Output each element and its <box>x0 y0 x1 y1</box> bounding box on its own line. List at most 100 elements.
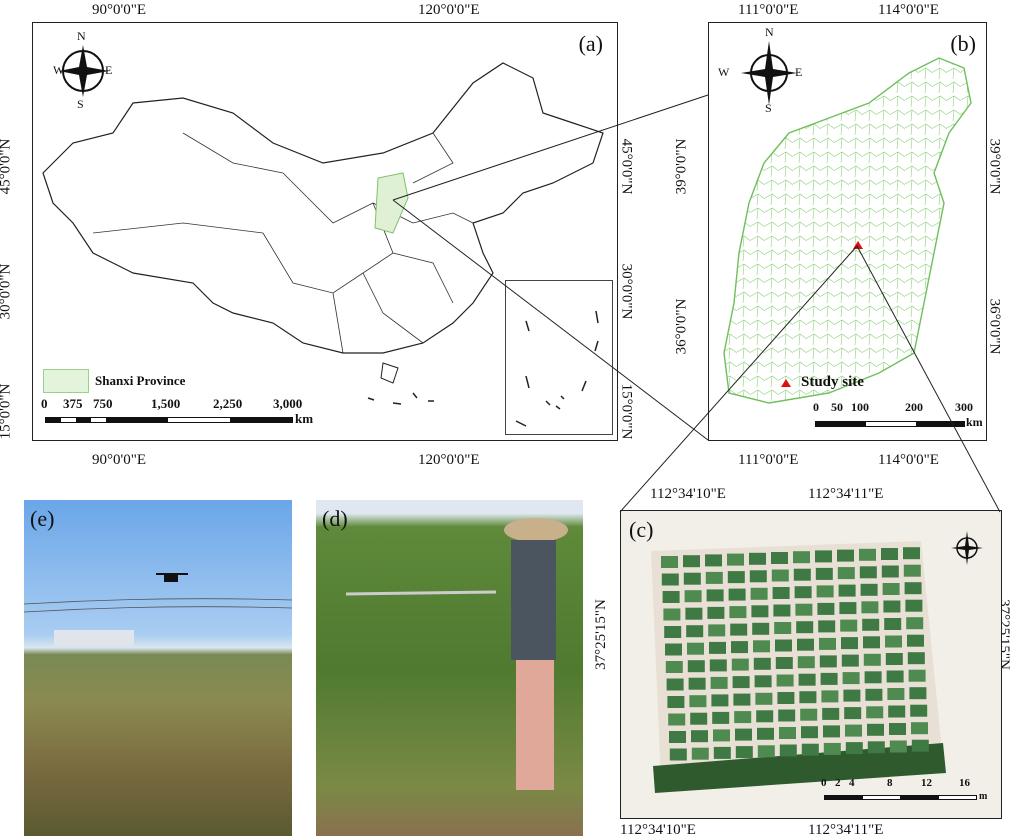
lon-label: 112°34'10"E <box>650 486 726 502</box>
crop-plot <box>801 726 818 739</box>
compass-w: W <box>53 63 65 77</box>
crop-plot <box>863 653 881 666</box>
crop-plot <box>907 634 924 647</box>
crop-plot <box>668 713 686 726</box>
crop-plot <box>845 742 863 755</box>
lat-label: 30°0'0"N <box>618 263 635 320</box>
crop-plot <box>690 712 708 725</box>
scale-tick: 2 <box>835 777 841 789</box>
crop-plot <box>911 739 929 752</box>
compass-s: S <box>765 101 772 115</box>
crop-plot <box>800 708 818 721</box>
crop-plot <box>820 672 838 685</box>
crop-plot <box>864 671 882 684</box>
crop-plot <box>666 678 684 691</box>
crop-plot <box>840 619 858 632</box>
crop-plot <box>845 724 862 737</box>
crop-plot <box>796 621 814 634</box>
crop-plot <box>751 605 769 618</box>
crop-plot <box>881 548 898 560</box>
crop-plot <box>713 746 731 759</box>
crop-plot <box>822 707 840 720</box>
crop-plot <box>731 658 749 671</box>
crop-plot <box>908 669 926 682</box>
crop-plot <box>865 688 883 701</box>
crop-plot <box>889 740 907 753</box>
crop-plot <box>862 618 880 631</box>
crop-plot <box>797 656 815 669</box>
crop-plot <box>689 695 707 708</box>
crop-plot <box>667 696 685 708</box>
scale-tick: 2,250 <box>213 396 243 411</box>
crop-plot <box>859 566 877 579</box>
crop-plot <box>727 553 744 566</box>
panel-c-uav-plot-image: (c) 0 2 4 8 12 16 m <box>620 510 1002 819</box>
crop-plot <box>889 723 906 735</box>
crop-plot <box>903 564 921 577</box>
crop-plot <box>709 659 727 672</box>
crop-plot <box>687 660 705 673</box>
lon-label: 111°0'0"E <box>738 2 799 18</box>
legend-swatch <box>43 369 89 393</box>
crop-plot <box>886 670 904 683</box>
crop-plot <box>779 744 797 757</box>
crop-plot <box>837 567 855 580</box>
scale-tick: 8 <box>887 777 893 789</box>
crop-plot <box>778 709 796 722</box>
scale-tick: 3,000 <box>273 396 303 411</box>
crop-plot <box>730 623 748 636</box>
crop-plot <box>866 706 884 719</box>
crop-plot <box>727 571 745 584</box>
crop-plot <box>774 622 792 634</box>
crop-plot <box>779 727 796 739</box>
lon-label: 120°0'0"E <box>418 2 480 18</box>
crop-plot <box>801 743 819 756</box>
lon-label: 112°34'11"E <box>808 486 884 502</box>
crop-plot <box>867 723 884 736</box>
crop-plot <box>798 673 816 686</box>
lon-label: 114°0'0"E <box>878 2 939 18</box>
crop-plot <box>793 568 811 581</box>
crop-plot <box>815 567 833 580</box>
crop-plot <box>734 711 752 724</box>
scale-bar <box>815 421 965 427</box>
crop-plot <box>753 640 770 653</box>
crop-plot <box>669 748 687 761</box>
crop-plot <box>708 624 726 637</box>
crop-plot <box>794 586 812 599</box>
crop-plot <box>882 583 900 595</box>
crop-plot <box>823 742 841 755</box>
crop-plot <box>685 607 703 620</box>
crop-plot <box>797 638 814 651</box>
crop-plot <box>887 688 905 700</box>
compass-w: W <box>718 65 730 79</box>
crop-plot <box>756 710 774 723</box>
crop-plot <box>735 728 752 741</box>
crop-plot <box>713 729 730 742</box>
lon-label: 120°0'0"E <box>418 452 480 468</box>
crop-plot <box>815 550 832 563</box>
panel-label: (e) <box>30 506 55 531</box>
panel-d-field-measurement-photo: (d) <box>316 500 583 836</box>
crop-plot <box>663 608 681 621</box>
drone-icon <box>156 573 188 582</box>
crop-plot <box>669 731 686 743</box>
panel-b-shanxi-map: (b) N S W E Study site 0 50 100 200 300 … <box>708 22 987 441</box>
crop-plot <box>750 587 768 600</box>
crop-plot <box>888 705 906 718</box>
crop-plot <box>911 722 928 735</box>
crop-plot <box>799 691 817 704</box>
crop-plot <box>752 622 770 635</box>
crop-plot <box>757 727 774 740</box>
crop-plot <box>905 599 923 612</box>
legend-label: Shanxi Province <box>95 373 186 388</box>
scale-tick: 4 <box>849 777 855 789</box>
crop-plot <box>772 587 790 599</box>
scale-tick: 375 <box>63 396 83 411</box>
crop-plot <box>817 602 835 615</box>
crop-plot <box>795 603 813 616</box>
crop-plot <box>839 602 857 615</box>
crop-plot <box>687 642 704 655</box>
crop-plot <box>841 637 858 650</box>
